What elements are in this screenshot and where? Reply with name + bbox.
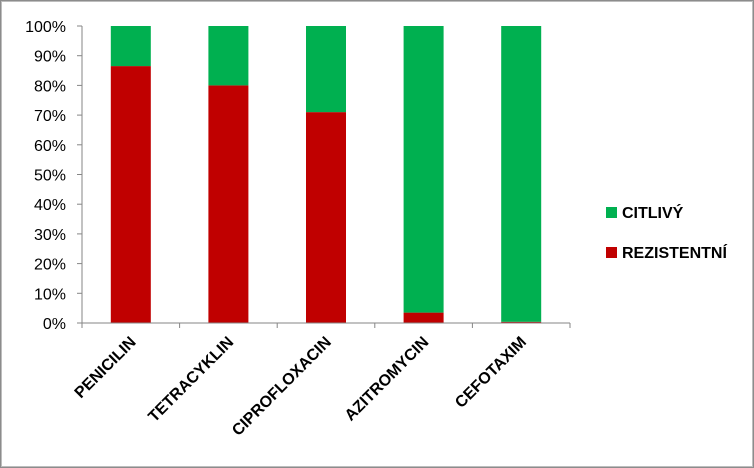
y-tick-label: 40% (34, 197, 66, 214)
bar-rezistentní-azitromycin (403, 312, 444, 323)
x-category-label: TETRACYKLIN (145, 334, 237, 426)
bar-citlivý-cefotaxim (501, 26, 542, 322)
x-category-label: PENICILIN (72, 334, 140, 402)
y-axis: 0% 10% 20% 30% 40% 50% 60% 70% 80% 90% 100% (25, 19, 83, 333)
y-tick-label: 70% (34, 108, 66, 125)
bar-citlivý-ciprofloxacin (306, 26, 346, 113)
bar-citlivý-tetracyklin (208, 26, 249, 86)
y-tick-label: 80% (34, 78, 66, 95)
x-category-label: CIPROFLOXACIN (229, 334, 335, 440)
y-tick-label: 100% (25, 19, 66, 36)
y-tick-label: 20% (34, 257, 66, 274)
bar-citlivý-penicilin (110, 26, 151, 67)
bar-rezistentní-penicilin (110, 66, 151, 323)
y-tick-label: 30% (34, 227, 66, 244)
bar-citlivý-azitromycin (403, 26, 444, 313)
plot-area (110, 26, 542, 324)
bar-rezistentní-tetracyklin (208, 85, 249, 324)
legend-label: CITLIVÝ (622, 203, 684, 222)
bar-rezistentní-cefotaxim (501, 321, 542, 323)
y-tick-label: 60% (34, 138, 66, 155)
x-category-label: CEFOTAXIM (452, 334, 530, 412)
x-category-label: AZITROMYCIN (342, 334, 433, 425)
y-tick-label: 0% (43, 316, 66, 333)
legend: CITLIVÝ REZISTENTNÍ (606, 203, 727, 262)
legend-swatch (606, 247, 617, 258)
y-tick-label: 90% (34, 49, 66, 66)
legend-swatch (606, 207, 617, 218)
bar-rezistentní-ciprofloxacin (306, 112, 346, 323)
legend-label: REZISTENTNÍ (622, 243, 727, 262)
y-tick-label: 10% (34, 286, 66, 303)
y-tick-label: 50% (34, 168, 66, 185)
